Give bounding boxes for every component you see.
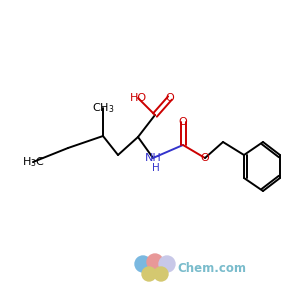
Circle shape — [142, 267, 156, 281]
Text: H$_3$C: H$_3$C — [22, 155, 44, 169]
Text: O: O — [178, 117, 188, 127]
Text: O: O — [166, 93, 174, 103]
Text: HO: HO — [129, 93, 147, 103]
Text: H: H — [152, 163, 160, 173]
Text: NH: NH — [145, 153, 161, 163]
Text: O: O — [201, 153, 209, 163]
Circle shape — [147, 254, 163, 270]
Text: CH$_3$: CH$_3$ — [92, 101, 114, 115]
Text: Chem.com: Chem.com — [177, 262, 246, 275]
Circle shape — [159, 256, 175, 272]
Circle shape — [154, 267, 168, 281]
Circle shape — [135, 256, 151, 272]
